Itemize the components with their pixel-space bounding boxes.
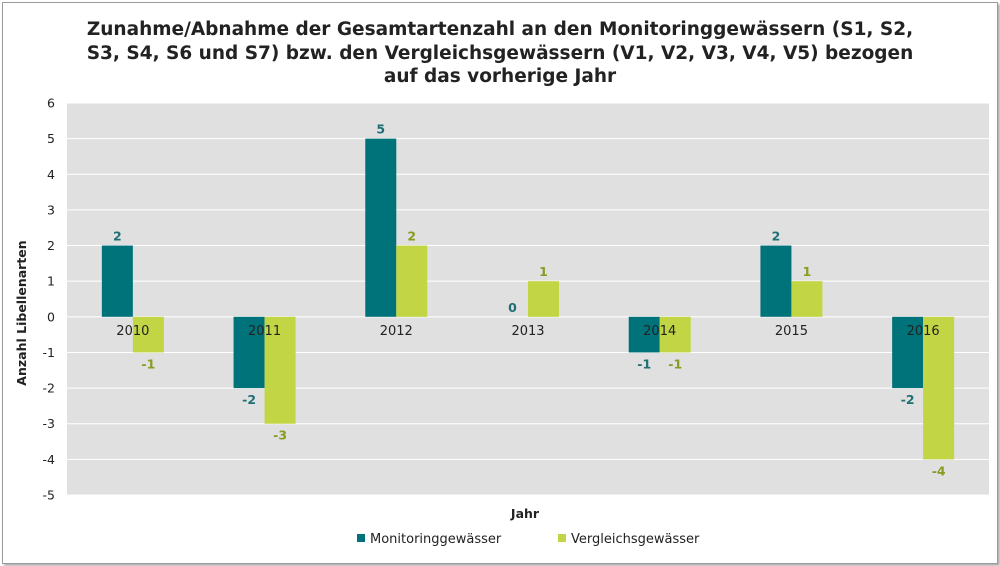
bar-vergleich-2011 [264,316,296,424]
data-label: 1 [803,264,812,279]
y-tick-label: 3 [47,202,55,217]
y-tick-label: 6 [47,96,55,111]
legend-label: Monitoringgewässer [370,532,502,547]
bar-vergleich-2012 [396,245,428,317]
data-label: -4 [932,463,946,478]
x-axis-categories: 2010 2011 2012 2013 2014 2015 2016 [116,324,939,339]
data-label: -2 [242,392,256,407]
data-label: 2 [407,229,416,244]
chart-title: Zunahme/Abnahme der Gesamtartenzahl an d… [87,19,914,87]
bar-vergleich-2015 [791,281,823,317]
y-tick-label: -4 [43,452,56,467]
bars [101,138,955,460]
y-axis-ticks: 6 5 4 3 2 1 0 -1 -2 -3 -4 -5 [43,96,56,503]
x-axis-title: Jahr [510,506,540,521]
bar-vergleich-2013 [528,281,559,317]
data-label: -1 [668,356,682,371]
bar-monitoring-2015 [760,245,792,317]
bar-monitoring-2011 [233,316,265,389]
y-tick-label: -1 [43,345,55,360]
chart-title-line: Zunahme/Abnahme der Gesamtartenzahl an d… [87,19,913,40]
data-label: 0 [508,300,517,315]
data-label: 2 [772,229,781,244]
y-axis-title: Anzahl Libellenarten [14,240,29,385]
data-label: 5 [376,122,385,137]
bar-vergleich-2010 [132,316,164,353]
data-label: -2 [901,392,915,407]
chart-svg: Zunahme/Abnahme der Gesamtartenzahl an d… [14,19,989,547]
x-category-label: 2013 [511,324,544,339]
legend-label: Vergleichsgewässer [571,532,700,547]
x-category-label: 2012 [380,324,413,339]
data-labels: 2 -1 -2 -3 5 2 0 1 -1 -1 2 1 -2 -4 [113,122,946,479]
bar-monitoring-2012 [365,138,397,317]
y-tick-label: 2 [47,238,55,253]
legend-swatch [558,534,566,542]
chart-title-line: S3, S4, S6 und S7) bzw. den Vergleichsge… [87,43,914,64]
y-tick-label: 1 [47,274,55,289]
data-label: -3 [273,428,287,443]
bar-vergleich-2016 [923,316,955,460]
y-tick-label: -5 [43,488,55,503]
x-category-label: 2016 [907,324,940,339]
bar-monitoring-2014 [628,316,660,353]
x-category-label: 2011 [248,324,281,339]
data-label: -1 [637,356,651,371]
bar-monitoring-2010 [101,245,133,317]
y-tick-label: 0 [47,309,55,324]
bar-vergleich-2014 [659,316,691,353]
y-tick-label: 4 [47,167,55,182]
gridlines [67,102,989,496]
legend: Monitoringgewässer Vergleichsgewässer [357,532,700,547]
x-category-label: 2015 [775,324,808,339]
chart-title-line: auf das vorherige Jahr [384,66,617,87]
legend-swatch [357,534,365,542]
bar-monitoring-2016 [892,316,924,389]
data-label: 1 [539,264,548,279]
data-label: -1 [141,356,155,371]
x-category-label: 2010 [116,324,149,339]
y-tick-label: -3 [43,416,55,431]
y-tick-label: -2 [43,381,55,396]
data-label: 2 [113,229,122,244]
x-category-label: 2014 [643,324,676,339]
y-tick-label: 5 [47,131,55,146]
